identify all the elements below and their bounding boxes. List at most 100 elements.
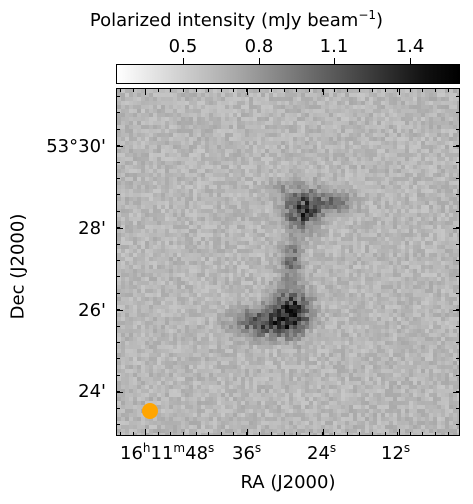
axis-tick [435, 432, 436, 436]
axis-tick [334, 432, 335, 436]
axis-tick [116, 145, 120, 146]
axis-tick [456, 211, 460, 212]
axis-tick [120, 432, 121, 436]
y-axis-label: Dec (J2000) [7, 213, 29, 320]
polarized-intensity-map [116, 88, 460, 436]
axis-tick [456, 244, 460, 245]
axis-tick [233, 88, 234, 92]
axis-tick [284, 88, 285, 92]
axis-tick [456, 178, 460, 179]
axis-tick [116, 96, 120, 97]
dec-tick-label: 28' [78, 218, 106, 239]
axis-tick [456, 326, 460, 327]
axis-tick [284, 432, 285, 436]
axis-tick [309, 432, 310, 436]
axis-tick [410, 88, 411, 92]
axis-tick [116, 391, 120, 392]
axis-tick [456, 96, 460, 97]
dec-tick-label: 24' [78, 381, 106, 402]
axis-tick [170, 88, 171, 92]
axis-tick [456, 408, 460, 409]
axis-tick [456, 145, 460, 146]
axis-tick [259, 88, 260, 92]
axis-tick [247, 429, 248, 436]
axis-tick [456, 194, 460, 195]
axis-tick [448, 88, 449, 92]
axis-tick [116, 194, 120, 195]
axis-tick [208, 88, 209, 92]
axis-tick [116, 375, 120, 376]
axis-tick [120, 88, 121, 92]
axis-tick [456, 375, 460, 376]
colorbar-tick [334, 58, 335, 64]
axis-tick [359, 88, 360, 92]
axis-tick [145, 432, 146, 436]
axis-tick [246, 88, 247, 92]
axis-tick [385, 88, 386, 92]
dec-tick-label: 53°30' [46, 136, 106, 157]
axis-tick [271, 88, 272, 92]
axis-tick [170, 432, 171, 436]
axis-tick [453, 310, 460, 311]
map-image [117, 89, 459, 435]
axis-tick [221, 88, 222, 92]
axis-tick [296, 88, 297, 92]
axis-tick [247, 88, 248, 95]
axis-tick [116, 228, 123, 229]
axis-tick [456, 358, 460, 359]
axis-tick [116, 424, 120, 425]
colorbar-title: Polarized intensity (mJy beam−1) [89, 8, 384, 31]
axis-tick [116, 276, 120, 277]
x-axis-label: RA (J2000) [240, 472, 336, 493]
axis-tick [359, 432, 360, 436]
axis-tick [309, 88, 310, 92]
axis-tick [116, 112, 120, 113]
axis-tick [347, 88, 348, 92]
axis-tick [233, 432, 234, 436]
axis-tick [196, 88, 197, 92]
axis-tick [456, 260, 460, 261]
axis-tick [116, 162, 120, 163]
axis-tick [453, 392, 460, 393]
colorbar-tick [259, 58, 260, 64]
axis-tick [456, 112, 460, 113]
ra-tick-label: 16h11m48s [120, 441, 215, 464]
axis-tick [145, 88, 146, 92]
axis-tick [296, 432, 297, 436]
axis-tick [397, 88, 398, 92]
axis-tick [435, 88, 436, 92]
axis-tick [116, 392, 123, 393]
axis-tick [456, 227, 460, 228]
axis-tick [323, 429, 324, 436]
axis-tick [322, 432, 323, 436]
axis-tick [116, 293, 120, 294]
axis-tick [456, 309, 460, 310]
axis-tick [116, 342, 120, 343]
axis-tick [456, 342, 460, 343]
axis-tick [116, 129, 120, 130]
axis-tick [372, 88, 373, 92]
axis-tick [116, 178, 120, 179]
axis-tick [372, 432, 373, 436]
axis-tick [259, 432, 260, 436]
axis-tick [397, 432, 398, 436]
colorbar-tick-label: 0.8 [244, 36, 274, 57]
axis-tick [334, 88, 335, 92]
axis-tick [456, 424, 460, 425]
axis-tick [246, 432, 247, 436]
dec-tick-label: 26' [78, 300, 106, 321]
axis-tick [410, 432, 411, 436]
axis-tick [322, 88, 323, 92]
axis-tick [116, 260, 120, 261]
axis-tick [116, 227, 120, 228]
axis-tick [453, 228, 460, 229]
axis-tick [158, 432, 159, 436]
axis-tick [116, 211, 120, 212]
axis-tick [116, 358, 120, 359]
axis-tick [399, 429, 400, 436]
axis-tick [448, 432, 449, 436]
axis-tick [453, 146, 460, 147]
axis-tick [422, 88, 423, 92]
axis-tick [183, 88, 184, 92]
axis-tick [133, 432, 134, 436]
